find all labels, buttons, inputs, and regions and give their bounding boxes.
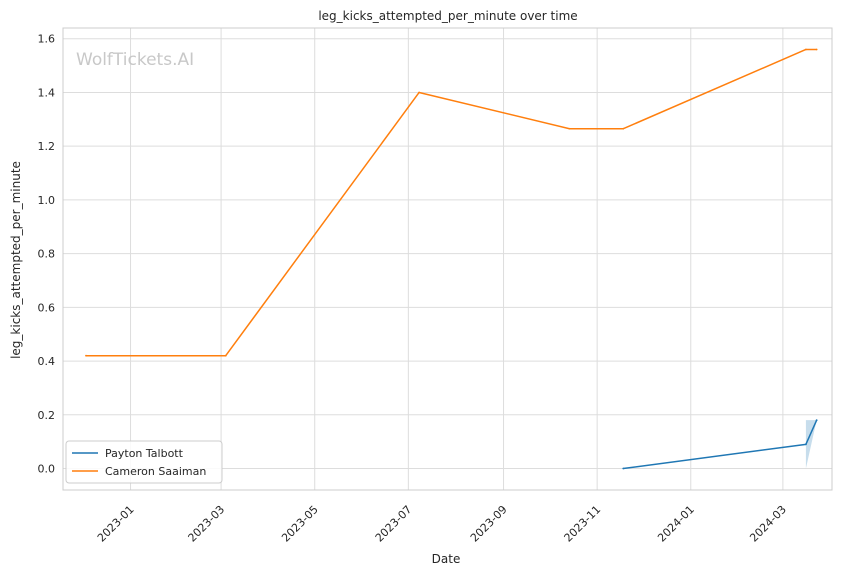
y-tick-label: 0.6 [38, 301, 56, 314]
x-tick-label: 2024-01 [655, 503, 697, 545]
data-point [815, 48, 818, 51]
legend-box [65, 440, 223, 484]
y-axis: 0.0 0.2 0.4 0.6 0.8 1.0 1.2 1.4 1.6 [38, 33, 56, 476]
legend-label-payton-talbott: Payton Talbott [105, 447, 184, 460]
x-tick-label: 2023-09 [468, 503, 510, 545]
data-point [418, 91, 421, 94]
x-axis: 2023-01 2023-03 2023-05 2023-07 2023-09 2023-… [95, 503, 789, 545]
data-point [85, 354, 87, 357]
x-axis-title: Date [432, 552, 461, 566]
y-tick-label: 1.0 [38, 194, 56, 207]
x-tick-label: 2023-05 [279, 503, 321, 545]
series-line-1 [86, 48, 817, 357]
series-layer [85, 48, 818, 470]
y-tick-label: 0.2 [38, 409, 56, 422]
data-point [622, 127, 625, 130]
x-tick-label: 2023-11 [562, 503, 604, 545]
watermark: WolfTickets.AI [76, 50, 194, 70]
y-tick-label: 0.4 [38, 355, 56, 368]
data-point [805, 443, 807, 446]
series-line-0 [623, 419, 818, 470]
y-tick-label: 1.4 [38, 86, 56, 99]
plot-area-frame [62, 27, 833, 491]
y-tick-label: 1.2 [38, 140, 56, 153]
data-point [224, 354, 227, 357]
x-tick-label: 2023-03 [186, 503, 228, 545]
x-tick-label: 2023-07 [373, 503, 415, 545]
y-axis-title: leg_kicks_attempted_per_minute [9, 161, 23, 359]
data-point [805, 48, 807, 51]
data-point [568, 127, 571, 130]
data-point [622, 467, 625, 470]
x-tick-label: 2023-01 [95, 503, 137, 545]
chart-title: leg_kicks_attempted_per_minute over time [318, 9, 577, 23]
y-tick-label: 0.0 [38, 463, 56, 476]
grid-lines [63, 28, 832, 490]
y-tick-label: 1.6 [38, 33, 56, 46]
legend: Payton Talbott Cameron Saaiman [65, 440, 223, 484]
legend-label-cameron-saaiman: Cameron Saaiman [105, 465, 206, 478]
y-tick-label: 0.8 [38, 248, 56, 261]
data-point [815, 419, 818, 422]
x-tick-label: 2024-03 [747, 503, 789, 545]
confidence-band [805, 420, 817, 469]
